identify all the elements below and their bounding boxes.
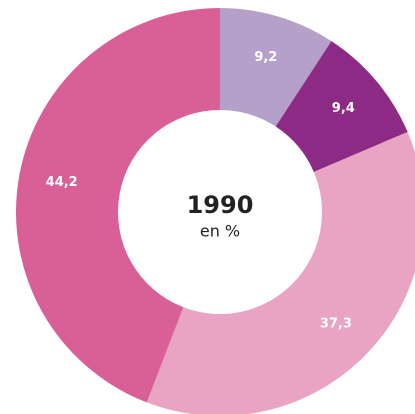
chart-subtitle: en % bbox=[200, 222, 240, 241]
slice bbox=[15, 8, 220, 403]
data-label: 9,2 bbox=[254, 50, 277, 65]
chart-title: 1990 bbox=[187, 191, 254, 219]
data-label: 9,4 bbox=[332, 101, 355, 116]
data-label: 37,3 bbox=[320, 316, 352, 331]
slices bbox=[15, 8, 415, 414]
slice bbox=[275, 41, 408, 172]
slice bbox=[146, 131, 415, 414]
data-label: 44,2 bbox=[46, 175, 78, 190]
slice bbox=[220, 8, 332, 127]
